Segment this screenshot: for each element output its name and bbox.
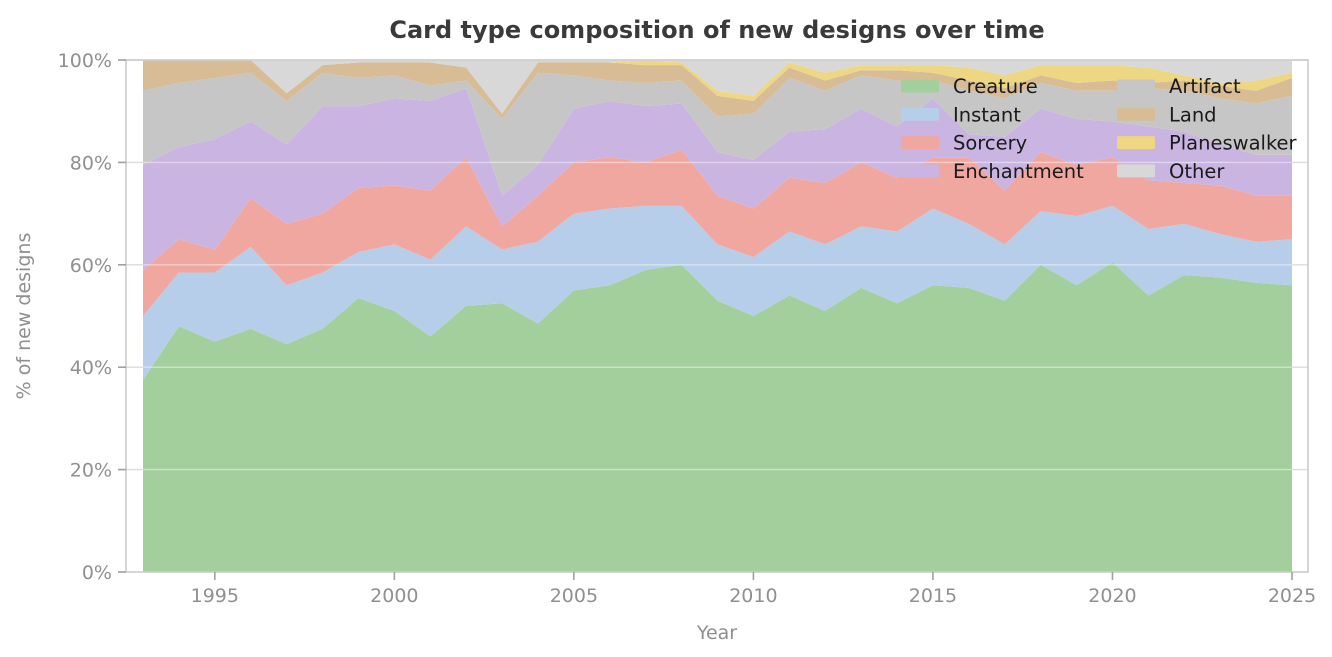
legend-swatch-artifact [1117, 79, 1155, 93]
legend-swatch-instant [901, 107, 939, 121]
y-axis-label: % of new designs [13, 233, 35, 400]
legend-label-artifact: Artifact [1169, 75, 1241, 98]
x-tick-label-2015: 2015 [909, 585, 957, 607]
x-tick-label-2025: 2025 [1268, 585, 1316, 607]
x-tick-label-2010: 2010 [729, 585, 777, 607]
area-artifact [143, 72, 1292, 196]
x-tick-label-2005: 2005 [550, 585, 598, 607]
legend-swatch-land [1117, 107, 1155, 121]
x-tick-label-2000: 2000 [370, 585, 418, 607]
y-tick-label-20: 20% [70, 460, 112, 482]
legend: Creature Instant Sorcery Enchantment Artifac… [901, 75, 1298, 183]
legend-label-other: Other [1169, 160, 1225, 183]
y-tick-label-40: 40% [70, 357, 112, 379]
y-tick-label-100: 100% [58, 50, 112, 72]
y-tick-label-0: 0% [82, 562, 112, 584]
plot-border [125, 59, 1309, 573]
x-axis: 1995 2000 2005 2010 2015 2020 2025 [191, 572, 1316, 607]
area-other [143, 60, 1292, 114]
legend-swatch-planeswalker [1117, 136, 1155, 150]
area-instant [143, 205, 1292, 380]
x-axis-label: Year [696, 622, 737, 644]
legend-label-land: Land [1169, 103, 1217, 126]
legend-label-planeswalker: Planeswalker [1169, 132, 1298, 155]
legend-swatch-sorcery [901, 136, 939, 150]
chart-title: Card type composition of new designs ove… [389, 16, 1044, 44]
y-tick-label-80: 80% [70, 152, 112, 174]
y-axis: 0% 20% 40% 60% 80% 100% [58, 50, 126, 584]
legend-swatch-enchantment [901, 164, 939, 178]
plot-areas [143, 60, 1292, 572]
legend-label-sorcery: Sorcery [953, 132, 1027, 155]
legend-label-creature: Creature [953, 75, 1038, 98]
y-tick-label-60: 60% [70, 255, 112, 277]
area-creature [143, 262, 1292, 572]
legend-swatch-creature [901, 79, 939, 93]
legend-label-instant: Instant [953, 103, 1021, 126]
x-tick-label-2020: 2020 [1088, 585, 1136, 607]
legend-swatch-other [1117, 164, 1155, 178]
x-tick-label-1995: 1995 [191, 585, 239, 607]
area-enchantment [143, 88, 1292, 270]
legend-label-enchantment: Enchantment [953, 160, 1084, 183]
area-sorcery [143, 149, 1292, 316]
area-land [143, 60, 1292, 119]
